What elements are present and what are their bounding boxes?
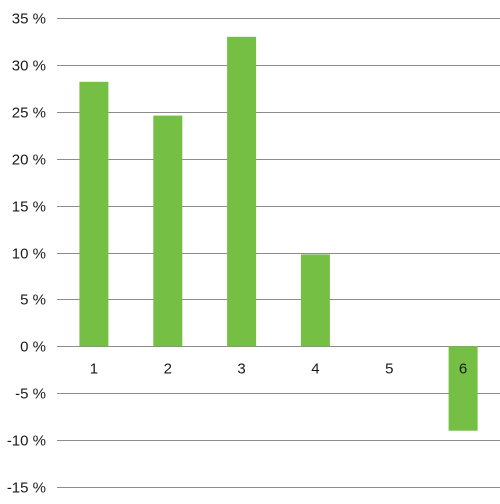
x-tick-label-5: 5 (385, 360, 393, 377)
x-tick-label-3: 3 (237, 360, 245, 377)
x-tick-label-1: 1 (90, 360, 98, 377)
y-tick-label: 5 % (20, 292, 46, 309)
bar-4 (300, 254, 330, 347)
bars (79, 36, 478, 431)
y-tick-label: -10 % (7, 433, 46, 450)
y-tick-label: 0 % (20, 339, 46, 356)
y-tick-label: 30 % (12, 58, 46, 75)
bar-2 (153, 115, 183, 347)
y-tick-label: 20 % (12, 152, 46, 169)
y-tick-label: 25 % (12, 105, 46, 122)
bar-3 (227, 36, 257, 347)
x-tick-label-6: 6 (459, 360, 467, 377)
y-tick-label: -15 % (7, 480, 46, 497)
y-tick-label: 10 % (12, 246, 46, 263)
x-axis-tick-labels: 1 2 3 4 5 6 (90, 360, 468, 377)
bar-6 (448, 346, 478, 431)
y-axis-tick-labels: 35 % 30 % 25 % 20 % 15 % 10 % 5 % 0 % -5 % -10 % -… (7, 11, 46, 497)
bar-1 (79, 81, 109, 347)
y-tick-label: 15 % (12, 199, 46, 216)
y-tick-label: 35 % (12, 11, 46, 28)
x-tick-label-4: 4 (311, 360, 319, 377)
gridlines (57, 18, 500, 488)
x-tick-label-2: 2 (164, 360, 172, 377)
y-tick-label: -5 % (15, 386, 46, 403)
